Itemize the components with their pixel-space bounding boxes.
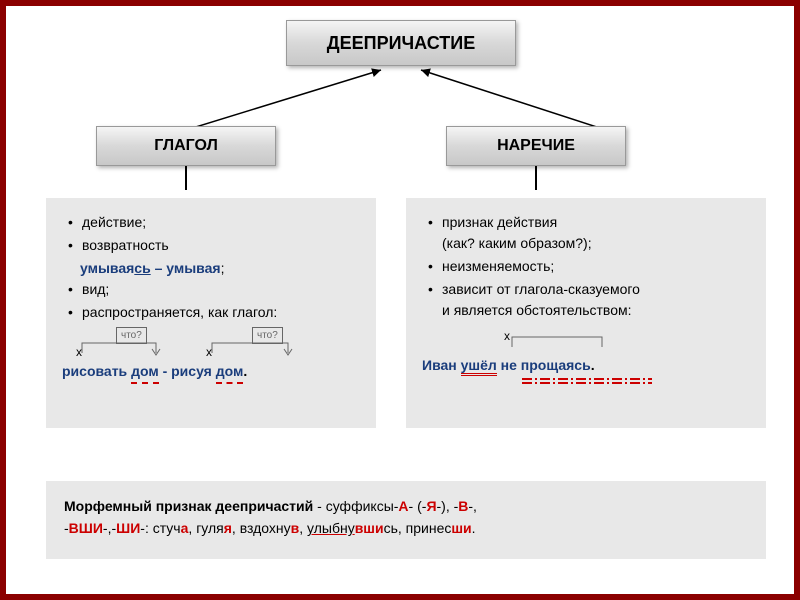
c3: , [299, 520, 307, 536]
x-2: х [206, 343, 212, 361]
aex-c: не прощаясь [497, 357, 591, 373]
bd3: -, [468, 498, 477, 514]
w1a: стуч [153, 520, 181, 536]
aex-d: . [591, 357, 595, 373]
adverb-example: Иван ушёл не прощаясь. [422, 355, 750, 376]
ex-word-1b: сь [134, 260, 150, 276]
bp: . [472, 520, 476, 536]
w3a: вздохну [240, 520, 291, 536]
adverb-list: признак действия (как? каким образом?); … [422, 212, 750, 321]
bt-1: Морфемный признак деепричастий [64, 498, 313, 514]
aex-a: Иван [422, 357, 461, 373]
adv-i3b: и является обстоятельством: [442, 302, 632, 318]
aex-c-inner: не прощаясь [497, 357, 591, 373]
morphemic-panel: Морфемный признак деепричастий - суффикс… [46, 481, 766, 559]
suf-vshi: ВШИ [69, 520, 103, 536]
adv-arrow [482, 333, 622, 351]
suf-v: В [458, 498, 468, 514]
slide-frame: ДЕЕПРИЧАСТИЕ ГЛАГОЛ НАРЕЧИЕ действие; во… [0, 0, 800, 600]
adv-x-mark: х [422, 327, 750, 349]
verb-list-2: вид; распространяется, как глагол: [62, 279, 360, 323]
bt-2: - суффиксы- [313, 498, 398, 514]
verb-item-3: вид; [68, 279, 360, 300]
gov-arrows [62, 337, 362, 357]
w2b: я [224, 520, 232, 536]
exb-a: рисовать [62, 363, 131, 379]
w2a: гуля [196, 520, 224, 536]
title-text: ДЕЕПРИЧАСТИЕ [327, 33, 475, 54]
verb-features-panel: действие; возвратность умываясь – умывая… [46, 198, 376, 428]
title-box: ДЕЕПРИЧАСТИЕ [286, 20, 516, 66]
w4a: улыбну [307, 520, 355, 536]
gov-diagram: что? что? х х [62, 327, 360, 355]
exb-b: дом [131, 361, 159, 384]
x-1: х [76, 343, 82, 361]
bd2: -), - [437, 498, 459, 514]
c2: , [232, 520, 240, 536]
verb-example-bottom: рисовать дом - рисуя дом. [62, 361, 360, 384]
w5b: ши [451, 520, 471, 536]
adv-i1b: (как? каким образом?); [442, 235, 592, 251]
exb-e: . [243, 363, 247, 379]
exb-d: дом [216, 361, 244, 384]
bd1: - (- [409, 498, 427, 514]
adverb-label: НАРЕЧИЕ [497, 137, 575, 155]
dot-dash-underline [522, 376, 652, 384]
adv-item-3: зависит от глагола-сказуемого и является… [428, 279, 750, 321]
stem-right [535, 166, 537, 190]
adv-i1a: признак действия [442, 214, 557, 230]
stem-left [185, 166, 187, 190]
adv-item-2: неизменяемость; [428, 256, 750, 277]
aex-b: ушёл [461, 357, 497, 376]
verb-item-2: возвратность [68, 235, 360, 256]
verb-item-1: действие; [68, 212, 360, 233]
w5a: принес [406, 520, 452, 536]
w4c: сь [384, 520, 398, 536]
verb-box: ГЛАГОЛ [96, 126, 276, 166]
verb-example-reflexive: умываясь – умывая; [62, 258, 360, 279]
c4: , [398, 520, 406, 536]
ex-word-1c: – умывая [151, 260, 221, 276]
ex-semi: ; [221, 260, 225, 276]
exb-c: - рисуя [159, 363, 216, 379]
adv-i3a: зависит от глагола-сказуемого [442, 281, 640, 297]
verb-item-4: распространяется, как глагол: [68, 302, 360, 323]
adverb-features-panel: признак действия (как? каким образом?); … [406, 198, 766, 428]
suf-a: А [398, 498, 408, 514]
bd4: -,- [103, 520, 116, 536]
verb-list: действие; возвратность [62, 212, 360, 256]
adverb-box: НАРЕЧИЕ [446, 126, 626, 166]
adv-item-1: признак действия (как? каким образом?); [428, 212, 750, 254]
w3b: в [291, 520, 300, 536]
suf-shi: ШИ [116, 520, 140, 536]
verb-label: ГЛАГОЛ [154, 137, 218, 155]
ex-word-1a: умывая [80, 260, 134, 276]
bd5: -: [140, 520, 152, 536]
suf-ya: Я [426, 498, 436, 514]
w4b: вши [355, 520, 384, 536]
